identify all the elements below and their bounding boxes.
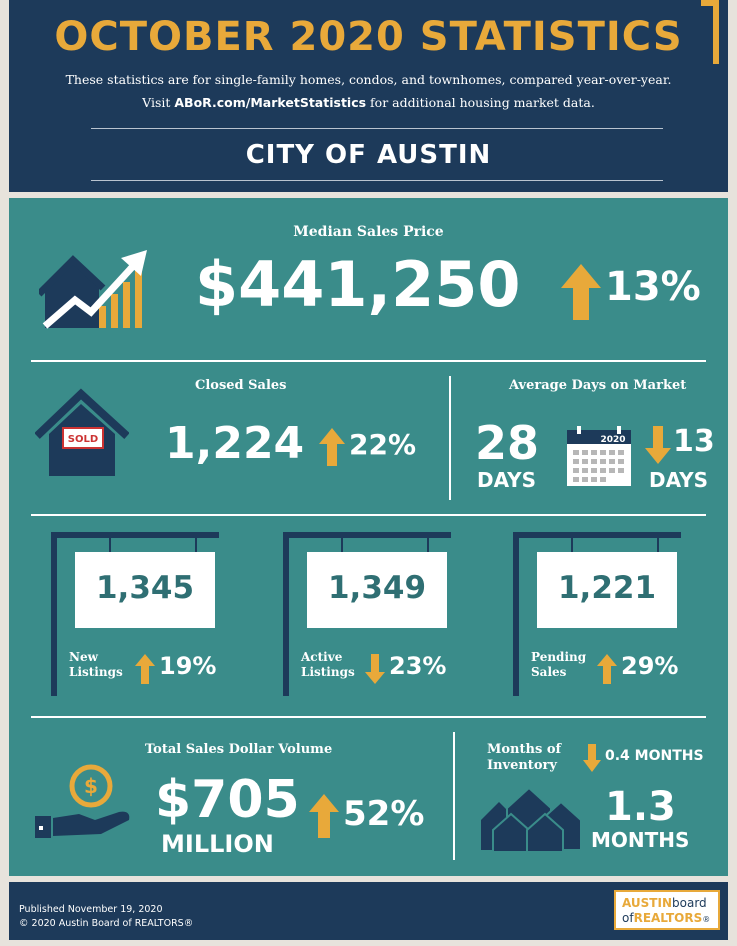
sign-chain bbox=[571, 538, 573, 552]
page-title: OCTOBER 2020 STATISTICS bbox=[54, 14, 683, 60]
arrow-up-icon bbox=[135, 654, 155, 684]
arrow-down-icon bbox=[365, 654, 385, 684]
footer: Published November 19, 2020 © 2020 Austi… bbox=[9, 882, 728, 940]
logo-line-1: AUSTINboard bbox=[622, 896, 707, 910]
median-price-value: $441,250 bbox=[195, 248, 521, 321]
city-top-rule bbox=[91, 128, 663, 129]
header-banner: OCTOBER 2020 STATISTICS These statistics… bbox=[9, 0, 728, 192]
money-hand-icon: $ bbox=[35, 764, 130, 838]
market-statistics-link[interactable]: ABoR.com/MarketStatistics bbox=[174, 95, 367, 110]
pending-sales-value: 1,221 bbox=[557, 570, 657, 606]
sign-chain bbox=[341, 538, 343, 552]
calendar-icon: 2020 bbox=[567, 426, 631, 486]
pending-sales-change: 29% bbox=[621, 652, 679, 680]
arrow-up-icon bbox=[309, 794, 339, 838]
sales-volume-change: 52% bbox=[343, 794, 425, 834]
new-listings-label: New Listings bbox=[69, 650, 123, 680]
days-on-market-value: 28 bbox=[475, 416, 540, 470]
subtitle-line-2: Visit ABoR.com/MarketStatistics for addi… bbox=[9, 95, 728, 110]
sign-post bbox=[513, 532, 519, 696]
sign-chain bbox=[657, 538, 659, 552]
sold-house-icon: SOLD bbox=[35, 388, 129, 476]
new-listings-change: 19% bbox=[159, 652, 217, 680]
label-line-1: Active bbox=[301, 650, 343, 664]
abor-logo[interactable]: AUSTINboard ofREALTORS® bbox=[614, 890, 720, 930]
sales-volume-unit: MILLION bbox=[161, 830, 274, 858]
sign-chain bbox=[195, 538, 197, 552]
stats-panel: Median Sales Price $441,250 13% Closed S… bbox=[9, 198, 728, 876]
logo-line-2: ofREALTORS® bbox=[622, 911, 710, 925]
label-line-2: Inventory bbox=[487, 758, 557, 773]
logo-word-austin: AUSTIN bbox=[622, 896, 672, 910]
column-divider-2 bbox=[453, 732, 455, 860]
pending-sales-label: Pending Sales bbox=[531, 650, 586, 680]
arrow-up-icon bbox=[597, 654, 617, 684]
city-bottom-rule bbox=[91, 180, 663, 181]
subtitle-line-1: These statistics are for single-family h… bbox=[65, 72, 672, 87]
sign-chain bbox=[427, 538, 429, 552]
city-name: CITY OF AUSTIN bbox=[245, 140, 492, 170]
days-change-value: 13 bbox=[673, 424, 715, 459]
active-listings-change: 23% bbox=[389, 652, 447, 680]
sales-volume-value: $705 bbox=[155, 770, 300, 830]
row-divider-3 bbox=[31, 716, 706, 718]
subtitle-prefix: Visit bbox=[142, 95, 175, 110]
sign-chain bbox=[109, 538, 111, 552]
sales-volume-label: Total Sales Dollar Volume bbox=[145, 742, 333, 757]
sign-post bbox=[51, 532, 57, 696]
corner-accent bbox=[701, 0, 719, 64]
sold-sign-text: SOLD bbox=[68, 434, 98, 445]
subtitle-suffix: for additional housing market data. bbox=[366, 95, 595, 110]
copyright: © 2020 Austin Board of REALTORS® bbox=[19, 918, 194, 929]
label-line-1: New bbox=[69, 650, 98, 664]
sign-arm bbox=[51, 532, 219, 538]
logo-word-of: of bbox=[622, 911, 634, 925]
sign-arm bbox=[513, 532, 681, 538]
active-listings-label: Active Listings bbox=[301, 650, 355, 680]
active-listings-value: 1,349 bbox=[327, 570, 427, 606]
days-on-market-unit: DAYS bbox=[477, 468, 537, 492]
logo-registered-mark: ® bbox=[702, 915, 711, 924]
houses-icon bbox=[481, 786, 582, 852]
sign-post bbox=[283, 532, 289, 696]
column-divider-1 bbox=[449, 376, 451, 500]
closed-sales-value: 1,224 bbox=[165, 418, 305, 469]
months-inventory-unit: MONTHS bbox=[591, 828, 690, 852]
arrow-down-icon bbox=[645, 426, 671, 464]
closed-sales-label: Closed Sales bbox=[195, 378, 287, 393]
active-listings-sign: 1,349 bbox=[307, 552, 447, 628]
closed-sales-change: 22% bbox=[349, 428, 417, 461]
days-on-market-label: Average Days on Market bbox=[509, 378, 687, 393]
house-growth-icon bbox=[39, 250, 147, 329]
row-divider-1 bbox=[31, 360, 706, 362]
new-listings-value: 1,345 bbox=[95, 570, 195, 606]
months-inventory-label: Months of Inventory bbox=[487, 742, 561, 774]
published-date: Published November 19, 2020 bbox=[19, 904, 163, 915]
dollar-icon: $ bbox=[84, 774, 98, 798]
median-price-change: 13% bbox=[605, 264, 701, 310]
months-inventory-value: 1.3 bbox=[605, 784, 676, 830]
arrow-down-icon bbox=[583, 744, 601, 772]
new-listings-sign: 1,345 bbox=[75, 552, 215, 628]
logo-word-board: board bbox=[672, 896, 707, 910]
arrow-up-icon bbox=[561, 264, 601, 320]
row-divider-2 bbox=[31, 514, 706, 516]
inventory-change: 0.4 MONTHS bbox=[605, 748, 704, 764]
days-change-unit: DAYS bbox=[649, 468, 709, 492]
label-line-2: Listings bbox=[69, 665, 123, 679]
label-line-2: Listings bbox=[301, 665, 355, 679]
sign-arm bbox=[283, 532, 451, 538]
logo-word-realtors: REALTORS bbox=[633, 911, 703, 925]
calendar-year: 2020 bbox=[600, 435, 625, 445]
arrow-up-icon bbox=[319, 428, 345, 466]
label-line-1: Pending bbox=[531, 650, 587, 664]
median-sales-price-label: Median Sales Price bbox=[293, 224, 444, 240]
label-line-1: Months of bbox=[487, 742, 562, 757]
label-line-2: Sales bbox=[531, 665, 567, 679]
pending-sales-sign: 1,221 bbox=[537, 552, 677, 628]
